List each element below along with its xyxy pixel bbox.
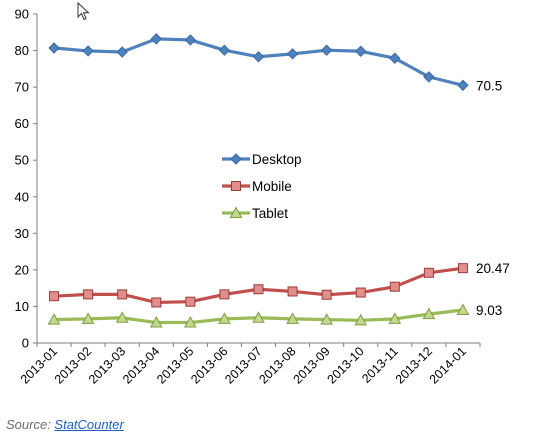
y-tick-label: 20 xyxy=(15,262,29,277)
data-point-mobile xyxy=(185,296,196,307)
x-tick-label: 2013-08 xyxy=(256,344,298,386)
data-point-desktop xyxy=(116,46,128,58)
data-point-desktop xyxy=(150,33,162,45)
x-tick-label: 2013-07 xyxy=(222,344,264,386)
data-point-tablet xyxy=(184,315,197,328)
legend: Desktop Mobile Tablet xyxy=(222,152,302,221)
legend-item-desktop: Desktop xyxy=(222,152,302,167)
mouse-cursor-icon xyxy=(77,2,90,21)
data-point-tablet xyxy=(47,313,61,325)
x-tick-label: 2013-01 xyxy=(18,344,60,386)
y-tick-label: 90 xyxy=(15,7,29,22)
x-tick-label: 2014-01 xyxy=(427,344,469,386)
data-point-desktop xyxy=(184,34,197,46)
chart-axes xyxy=(36,14,480,344)
data-point-mobile xyxy=(457,263,468,274)
end-label-tablet: 9.03 xyxy=(476,303,502,318)
y-tick-label: 60 xyxy=(15,116,29,131)
data-point-desktop xyxy=(320,44,333,56)
data-point-tablet xyxy=(218,312,231,324)
data-point-tablet xyxy=(81,312,95,324)
end-label-desktop: 70.5 xyxy=(476,78,502,93)
data-point-tablet xyxy=(422,307,436,320)
legend-marker-tablet xyxy=(229,206,243,218)
series-mobile xyxy=(49,263,468,308)
data-point-desktop xyxy=(286,48,299,60)
x-tick-label: 2013-10 xyxy=(325,344,367,386)
data-point-mobile xyxy=(219,289,230,300)
x-axis-ticks: 2013-012013-022013-032013-042013-052013-… xyxy=(18,343,481,387)
data-point-tablet xyxy=(252,311,265,323)
legend-label-tablet: Tablet xyxy=(252,206,288,221)
data-point-tablet xyxy=(320,313,333,325)
legend-label-desktop: Desktop xyxy=(252,152,302,167)
legend-marker-desktop xyxy=(230,153,242,165)
data-point-desktop xyxy=(457,79,469,91)
data-point-mobile xyxy=(151,297,162,308)
x-tick-label: 2013-03 xyxy=(86,344,128,386)
end-label-mobile: 20.47 xyxy=(476,261,510,276)
data-point-mobile xyxy=(389,281,400,292)
y-tick-label: 80 xyxy=(15,43,29,58)
data-point-desktop xyxy=(82,45,94,57)
y-tick-label: 40 xyxy=(15,189,29,204)
x-tick-label: 2013-05 xyxy=(154,344,196,386)
x-tick-label: 2013-09 xyxy=(290,344,332,386)
data-point-tablet xyxy=(115,311,129,323)
x-tick-label: 2013-12 xyxy=(393,344,435,386)
y-tick-label: 0 xyxy=(22,336,29,351)
data-point-mobile xyxy=(83,289,94,300)
x-tick-label: 2013-06 xyxy=(188,344,230,386)
data-point-desktop xyxy=(389,52,401,64)
data-point-mobile xyxy=(355,287,366,298)
source-prefix: Source: xyxy=(6,417,55,432)
data-point-mobile xyxy=(49,291,60,302)
legend-item-mobile: Mobile xyxy=(222,179,292,194)
data-point-mobile xyxy=(321,289,332,300)
y-axis-ticks: 0 10 20 30 40 50 60 70 80 90 xyxy=(15,7,37,351)
legend-item-tablet: Tablet xyxy=(222,206,288,221)
data-point-desktop xyxy=(423,71,435,83)
y-tick-label: 50 xyxy=(15,153,29,168)
data-point-tablet xyxy=(388,312,402,324)
data-point-mobile xyxy=(287,286,298,297)
x-tick-label: 2013-02 xyxy=(52,344,94,386)
data-point-desktop xyxy=(48,42,60,54)
series-tablet xyxy=(47,303,470,328)
data-point-mobile xyxy=(117,289,128,300)
data-point-mobile xyxy=(253,284,264,295)
legend-label-mobile: Mobile xyxy=(252,179,292,194)
y-tick-label: 30 xyxy=(15,226,29,241)
data-point-tablet xyxy=(456,303,470,315)
data-point-tablet xyxy=(354,313,368,326)
end-labels: 70.5 20.47 9.03 xyxy=(476,78,510,318)
y-tick-label: 70 xyxy=(15,80,29,95)
series-group xyxy=(47,33,470,328)
data-point-desktop xyxy=(218,44,231,56)
x-tick-label: 2013-04 xyxy=(120,344,162,386)
data-point-tablet xyxy=(149,315,163,328)
source-link[interactable]: StatCounter xyxy=(54,417,124,432)
series-desktop xyxy=(48,33,469,91)
data-point-desktop xyxy=(252,51,265,63)
data-point-mobile xyxy=(423,267,434,278)
data-point-desktop xyxy=(355,45,367,57)
legend-marker-mobile xyxy=(231,181,241,191)
data-point-tablet xyxy=(286,312,299,324)
y-tick-label: 10 xyxy=(15,299,29,314)
source-note: Source: StatCounter xyxy=(6,417,124,432)
